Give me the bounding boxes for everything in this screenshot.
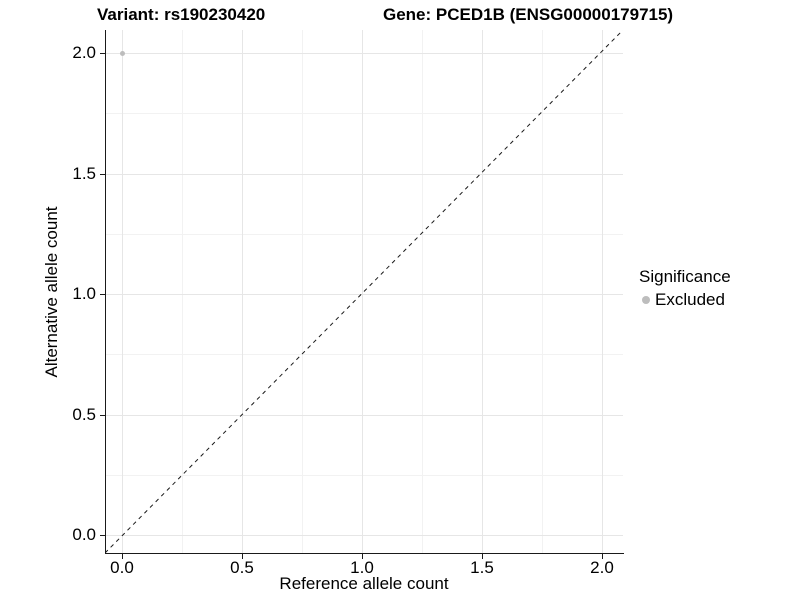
y-axis-line (105, 30, 106, 554)
x-tick-label: 1.5 (470, 558, 494, 577)
major-gridline-y (105, 535, 623, 536)
y-tick-mark (100, 53, 105, 54)
x-axis-line (105, 553, 624, 554)
minor-gridline-y (105, 233, 623, 235)
legend: Significance Excluded (639, 266, 731, 311)
identity-line-path (105, 30, 623, 553)
minor-gridline-y (105, 354, 623, 356)
major-gridline-x (602, 30, 603, 553)
minor-gridline-y (105, 474, 623, 476)
y-tick-label: 1.5 (72, 163, 96, 183)
identity-line (105, 30, 623, 553)
x-tick-mark (122, 554, 123, 559)
major-gridline-x (242, 30, 243, 553)
y-tick-label: 0.0 (72, 525, 96, 544)
y-tick-label: 1.0 (72, 284, 96, 303)
minor-gridline-y (105, 113, 623, 115)
legend-items: Excluded (639, 289, 731, 311)
legend-item-label: Excluded (655, 290, 725, 309)
x-tick-mark (602, 554, 603, 559)
y-tick-mark (100, 414, 105, 416)
major-gridline-y (105, 414, 623, 416)
data-point (119, 50, 125, 56)
y-tick-label: 2.0 (72, 43, 96, 62)
x-tick-label: 0.0 (110, 558, 134, 577)
major-gridline-y (105, 173, 623, 175)
y-tick-mark (100, 173, 105, 175)
x-tick-mark (242, 554, 243, 559)
x-tick-label: 0.5 (230, 558, 254, 577)
plot-panel (105, 30, 623, 553)
y-tick-mark (100, 535, 105, 536)
y-tick-mark (100, 294, 105, 295)
y-tick-label: 0.5 (72, 404, 96, 424)
minor-gridline-x (302, 30, 303, 553)
major-gridline-x (122, 30, 123, 553)
x-tick-mark (362, 554, 363, 559)
minor-gridline-x (422, 30, 423, 553)
plot-title-gene: Gene: PCED1B (ENSG00000179715) (383, 5, 674, 24)
x-tick-mark (482, 554, 483, 559)
x-tick-label: 1.0 (350, 558, 374, 577)
minor-gridline-x (542, 30, 543, 553)
x-axis-title: Reference allele count (279, 574, 449, 593)
x-tick-label: 2.0 (590, 558, 614, 577)
major-gridline-y (105, 294, 623, 295)
legend-key-dot (642, 296, 650, 304)
legend-title: Significance (639, 267, 731, 286)
minor-gridline-x (182, 30, 183, 553)
plot-title-variant: Variant: rs190230420 (97, 5, 266, 24)
major-gridline-x (362, 30, 363, 553)
major-gridline-x (482, 30, 483, 553)
legend-item-excluded: Excluded (639, 289, 731, 311)
major-gridline-y (105, 53, 623, 54)
